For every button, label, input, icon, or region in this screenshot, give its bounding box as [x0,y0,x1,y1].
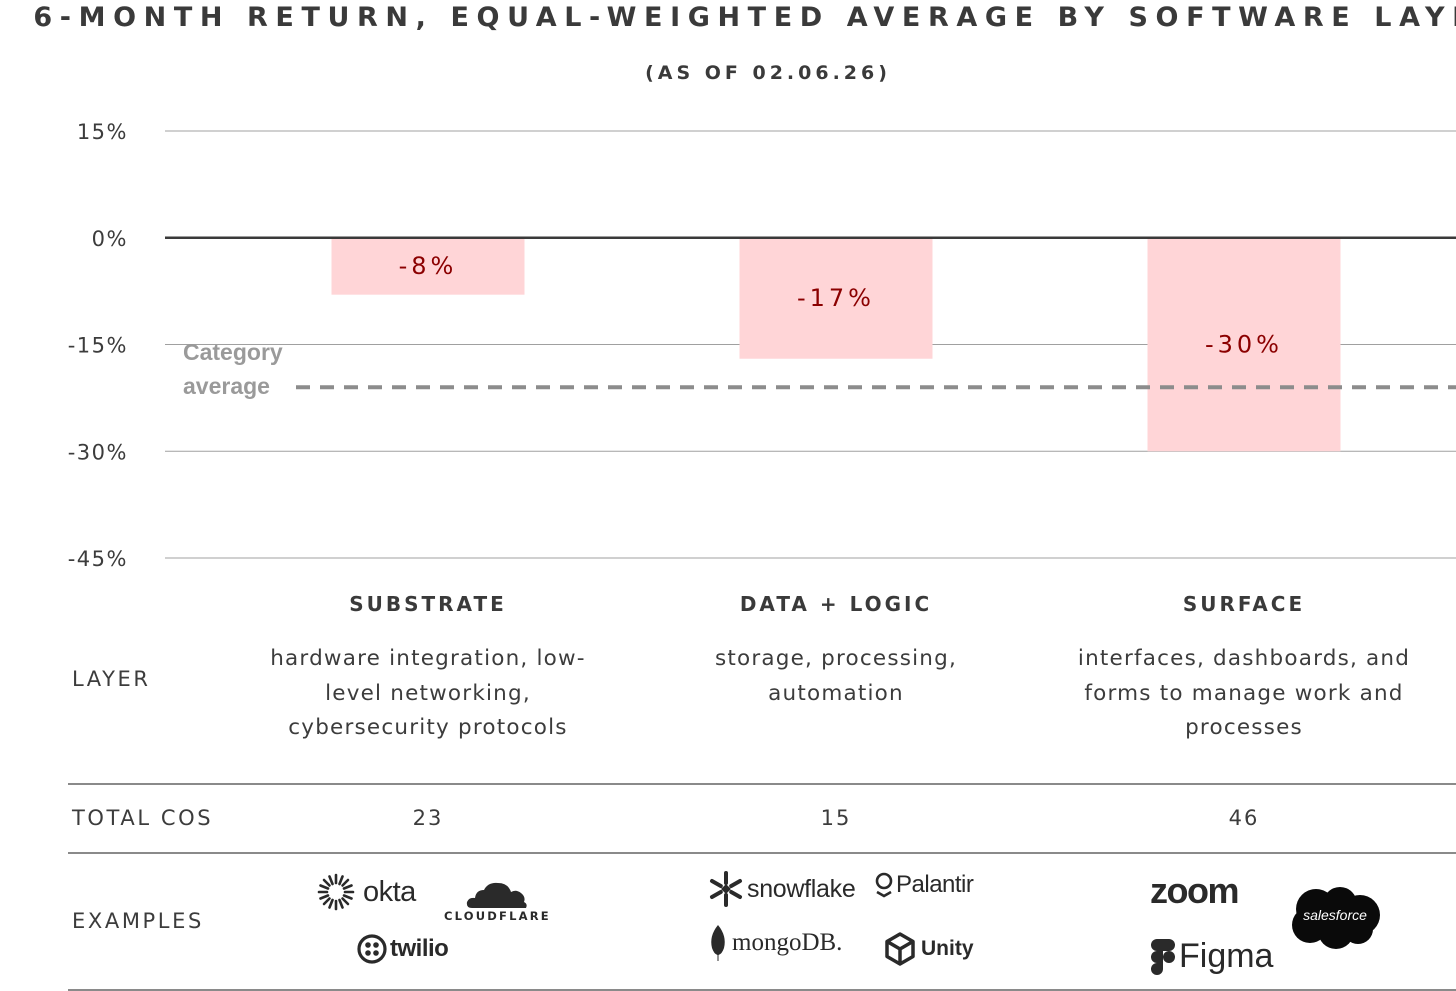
mongodb-leaf-icon [711,925,725,961]
snowflake-logo: snowflake [707,870,856,908]
desc-line: forms to manage work and [1084,680,1404,706]
mongodb-logo: mongoDB. [709,924,842,962]
y-tick-label: 15% [77,120,128,144]
mongodb-wordmark: mongoDB. [732,929,843,956]
salesforce-cloud-icon [1292,887,1380,949]
row-label-examples: EXAMPLES [72,909,204,933]
bar-data-label: -17% [797,284,875,312]
chart-title: 6-MONTH RETURN, EQUAL-WEIGHTED AVERAGE B… [33,2,1456,33]
bar [739,237,933,359]
okta-wordmark: okta [363,875,416,908]
column-description: hardware integration, low- level network… [238,642,618,746]
unity-cube-icon [885,932,915,966]
row-label-total: TOTAL COS [72,806,214,830]
cloud-icon [467,882,528,908]
table-divider [68,989,1456,991]
category-average-label: Category [183,339,283,365]
desc-line: hardware integration, low- [270,646,586,671]
bar [1147,237,1341,452]
zoom-wordmark: zoom [1150,870,1240,911]
unity-logo: Unity [884,932,974,966]
table-divider [68,852,1456,854]
total-surface: 46 [1228,806,1260,830]
column-heading: SUBSTRATE [349,592,507,616]
zoom-logo: zoom [1150,870,1240,912]
desc-line: storage, processing, [714,646,958,671]
desc-line: processes [1185,715,1303,740]
salesforce-wordmark: salesforce [1303,907,1367,923]
y-tick-label: -45% [68,547,128,571]
figma-icon [1151,938,1175,975]
figma-wordmark: Figma [1179,937,1274,975]
palantir-logo: Palantir [875,871,974,899]
column-heading: SURFACE [1182,592,1306,616]
column-description: storage, processing, automation [646,642,1026,711]
cloudflare-logo: CLOUDFLARE [444,880,551,923]
category-average-label: average [183,373,270,399]
y-tick-label: 0% [92,227,128,251]
bar [331,237,525,295]
palantir-wordmark: Palantir [896,871,974,898]
column-surface: SURFACE interfaces, dashboards, and form… [1054,592,1434,746]
column-data-logic: DATA + LOGIC storage, processing, automa… [646,592,1026,711]
bar-chart: 15% 0% -15% -30% -45% -8% -17% -30% Category aver… [68,120,1456,571]
bar-data-label: -30% [1205,331,1283,359]
twilio-icon [357,934,387,964]
cloudflare-wordmark: CLOUDFLARE [444,909,551,923]
twilio-logo: twilio [357,934,449,964]
palantir-icon [875,872,893,898]
column-heading: DATA + LOGIC [739,592,933,616]
snowflake-wordmark: snowflake [747,874,856,903]
snowflake-icon [710,871,742,907]
desc-line: cybersecurity protocols [288,715,568,740]
bar-data-label: -8% [399,252,458,280]
total-substrate: 23 [412,806,444,830]
desc-line: interfaces, dashboards, and [1077,646,1411,671]
column-description: interfaces, dashboards, and forms to man… [1054,642,1434,746]
salesforce-logo: salesforce [1288,885,1382,951]
column-substrate: SUBSTRATE hardware integration, low- lev… [238,592,618,746]
desc-line: automation [768,680,904,706]
row-label-layer: LAYER [72,667,151,691]
okta-logo: okta [316,872,416,912]
total-data-logic: 15 [820,806,852,830]
table-divider [68,783,1456,785]
unity-wordmark: Unity [921,937,974,960]
y-tick-label: -30% [68,440,128,464]
twilio-wordmark: twilio [390,935,449,962]
y-tick-label: -15% [68,334,128,358]
chart-subtitle: (AS OF 02.06.26) [645,62,891,84]
figma-logo: Figma [1151,937,1273,976]
okta-sunburst-icon [317,873,355,911]
desc-line: level networking, [325,680,531,706]
